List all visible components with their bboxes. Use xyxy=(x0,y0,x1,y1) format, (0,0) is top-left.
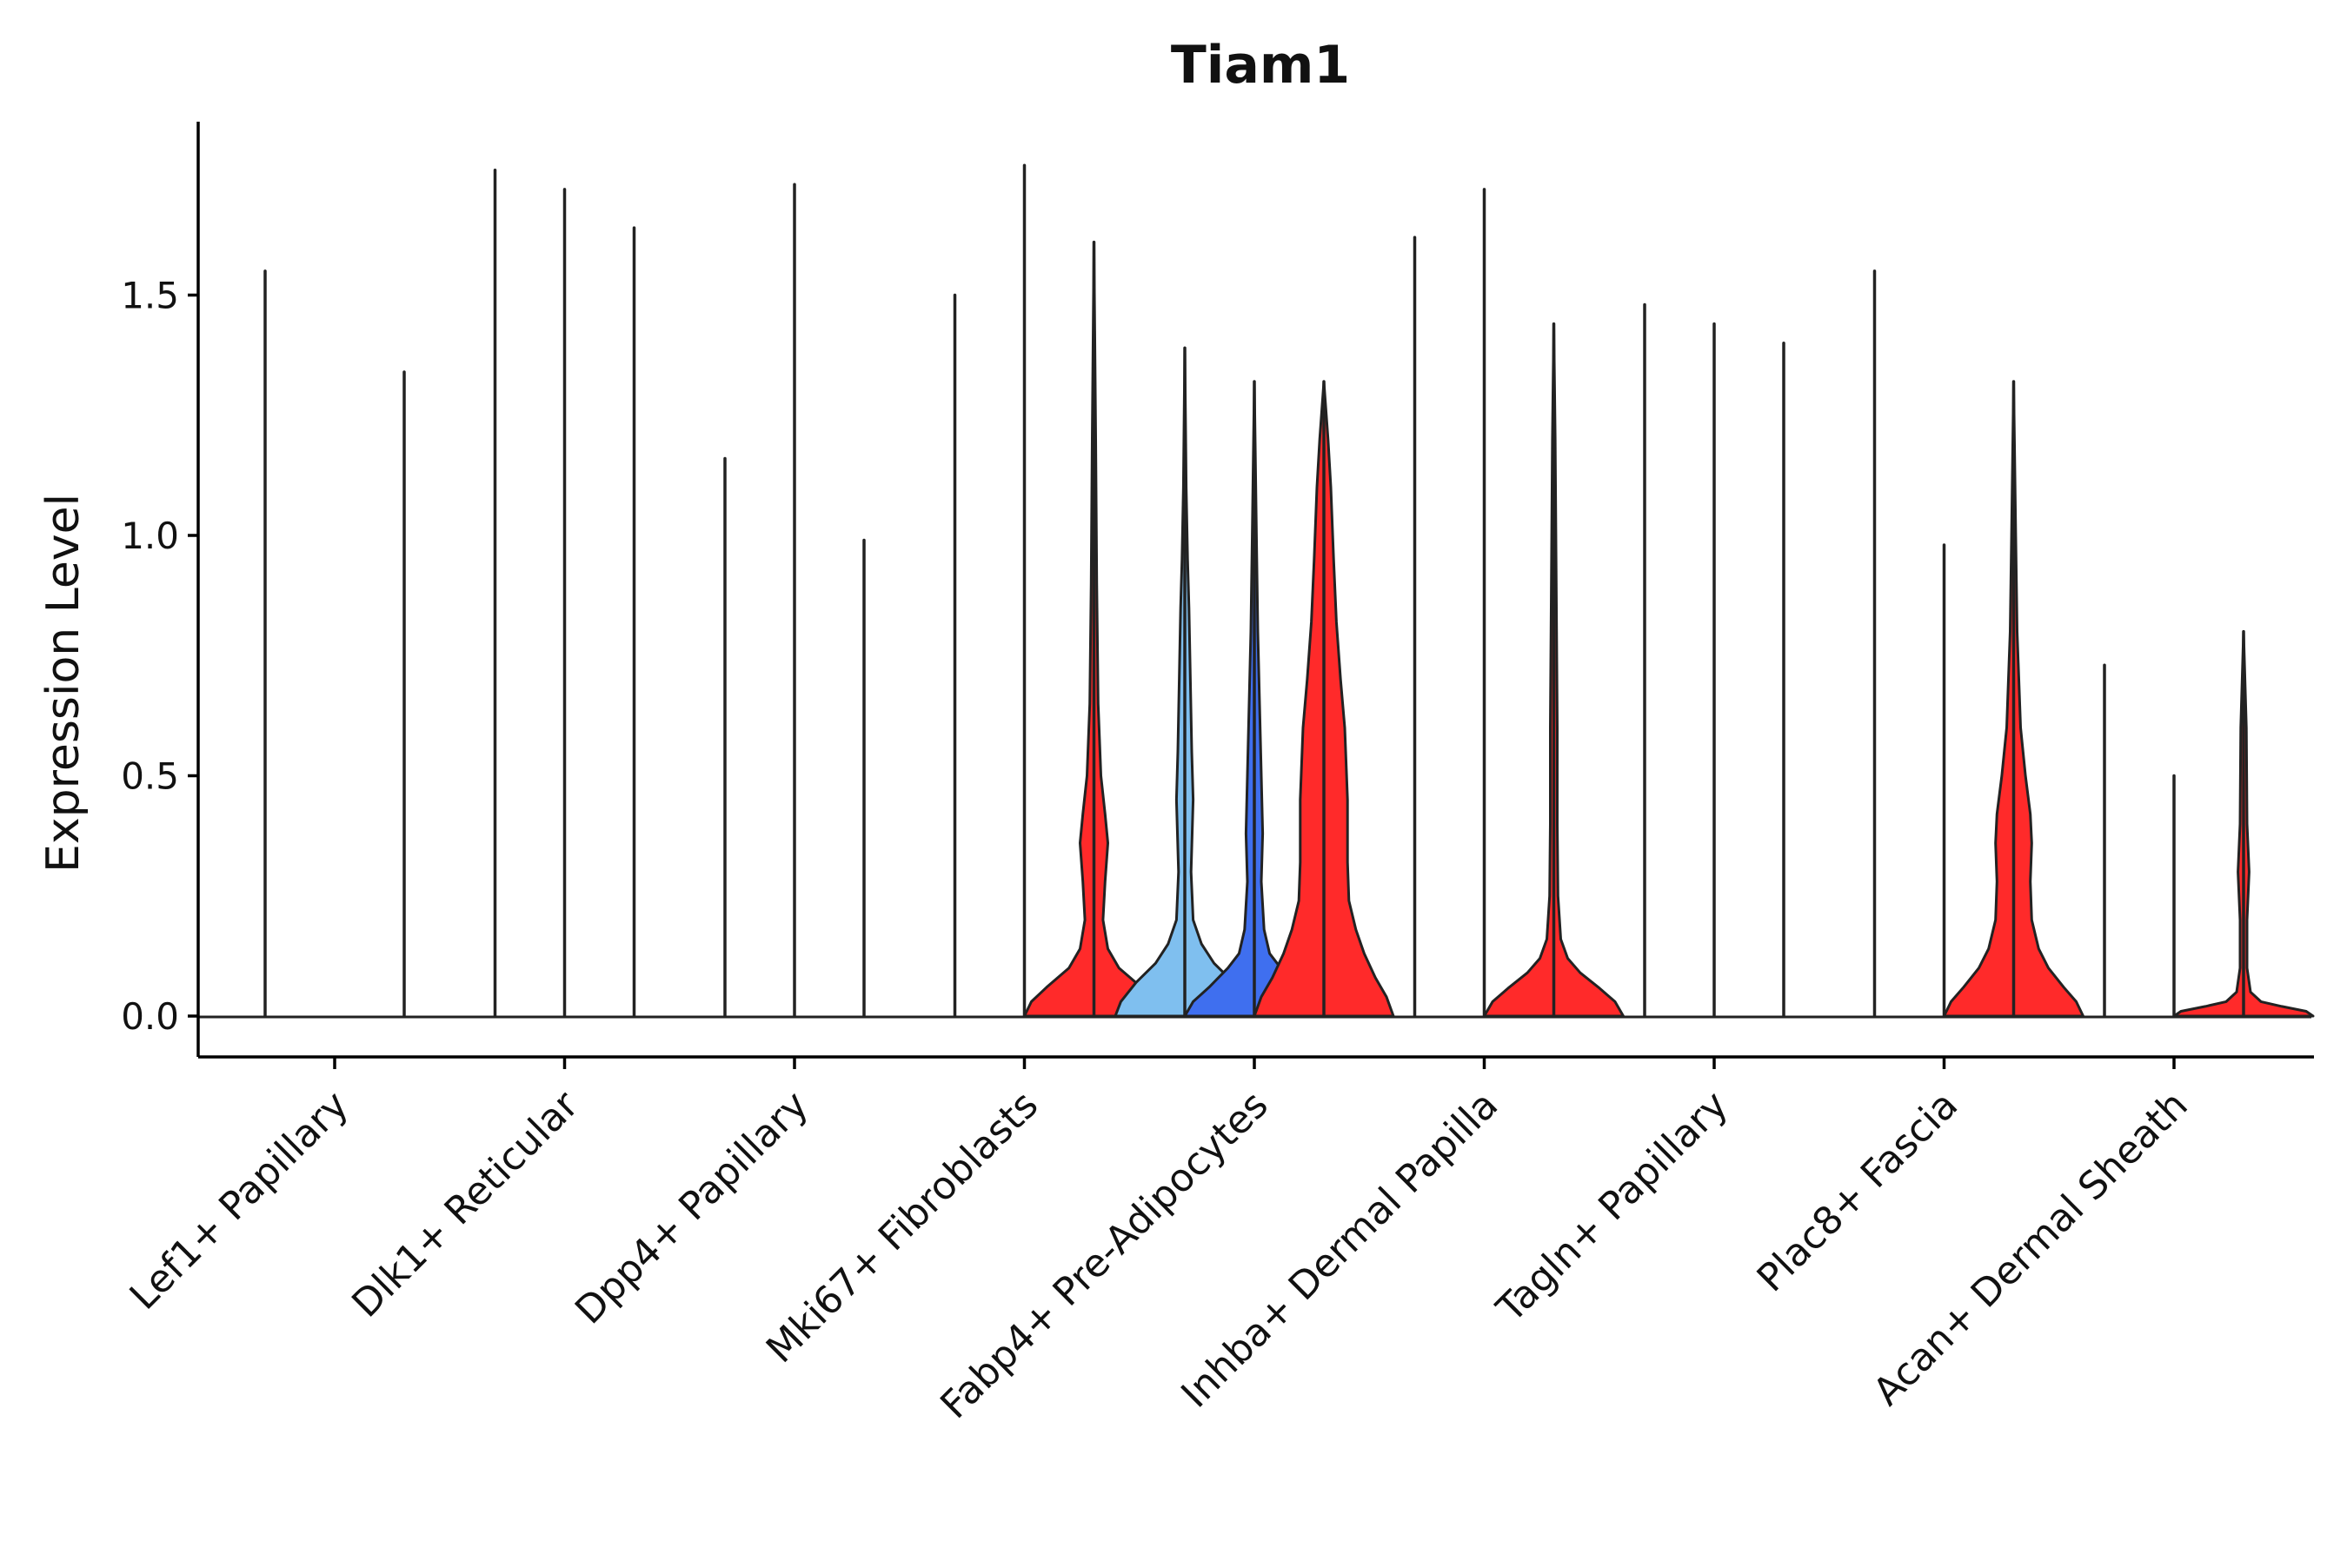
x-tick-label: Tagln+ Papillary xyxy=(1488,1083,1737,1332)
x-tick-label: Dlk1+ Reticular xyxy=(343,1082,588,1326)
violin-4-0 xyxy=(1114,346,1256,1019)
violin-8-0 xyxy=(2037,663,2172,1019)
violin-1-2 xyxy=(566,226,702,1019)
y-tick-label: 0.0 xyxy=(121,995,179,1038)
y-tick-label: 1.5 xyxy=(121,275,179,317)
violin-0-0 xyxy=(197,269,333,1019)
y-tick-label: 0.5 xyxy=(121,755,179,798)
violin-8-2 xyxy=(2172,629,2315,1019)
violin-5-1 xyxy=(1416,188,1552,1019)
violin-5-0 xyxy=(1346,236,1483,1019)
violin-4-2 xyxy=(1253,380,1395,1019)
violin-5-2 xyxy=(1483,322,1625,1019)
violin-1-0 xyxy=(427,168,563,1019)
violin-2-1 xyxy=(727,183,862,1019)
violin-0-2 xyxy=(336,370,472,1019)
violin-1-1 xyxy=(496,188,633,1019)
violin-2-0 xyxy=(657,456,793,1019)
violin-7-2 xyxy=(1943,380,2084,1019)
y-tick-label: 1.0 xyxy=(121,515,179,557)
chart-title: Tiam1 xyxy=(1171,35,1350,96)
violins-layer xyxy=(197,163,2315,1019)
violin-6-0 xyxy=(1577,302,1712,1019)
violin-3-2 xyxy=(1023,240,1165,1019)
x-tick-label: Dpp4+ Papillary xyxy=(567,1083,817,1333)
violin-3-0 xyxy=(887,293,1023,1019)
y-axis-label: Expression Level xyxy=(37,494,90,873)
x-tick-label: Plac8+ Fascia xyxy=(1749,1083,1967,1301)
violin-8-1 xyxy=(2106,774,2242,1019)
violin-6-2 xyxy=(1716,342,1852,1019)
violin-6-1 xyxy=(1646,322,1782,1019)
violin-7-0 xyxy=(1806,269,1943,1019)
violin-3-1 xyxy=(956,163,1093,1019)
violin-2-2 xyxy=(796,538,932,1019)
x-tick-label: Lef1+ Papillary xyxy=(122,1083,357,1319)
